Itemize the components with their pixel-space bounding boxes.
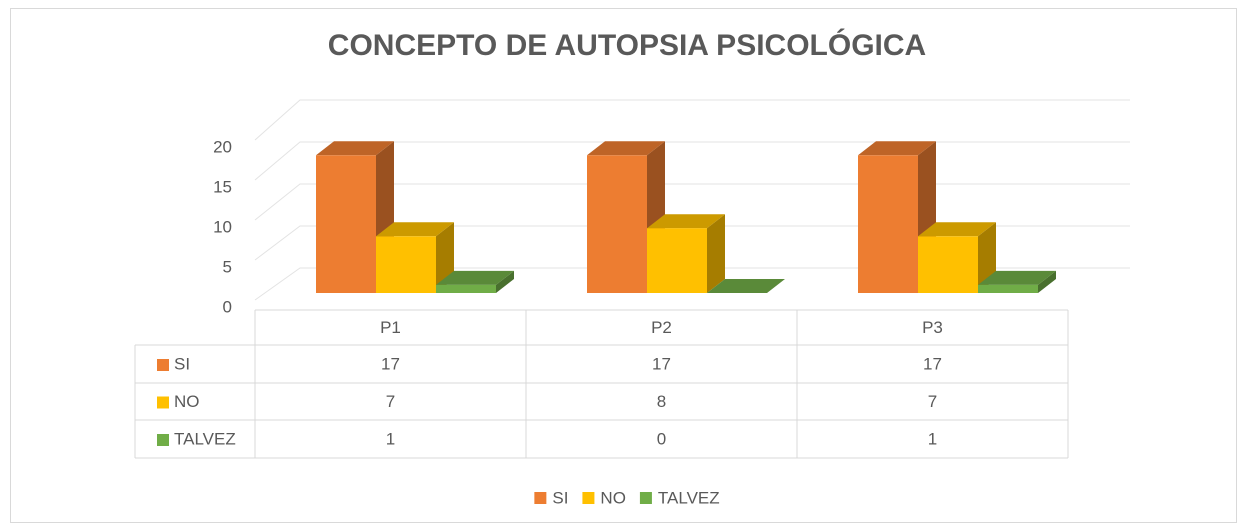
table-series-name: TALVEZ [174, 429, 236, 448]
y-tick-label: 15 [213, 177, 232, 196]
bar [587, 155, 647, 293]
table-value: 1 [928, 429, 937, 448]
bar [918, 236, 978, 293]
x-tick-label: P2 [651, 318, 672, 337]
legend-key [157, 434, 169, 446]
table-value: 0 [657, 429, 666, 448]
bar-top [707, 279, 785, 293]
bar [436, 284, 496, 293]
bar [316, 155, 376, 293]
legend-label: SI [552, 488, 568, 507]
bar-top [918, 222, 996, 237]
table-series-name: NO [174, 392, 200, 411]
legend-key [157, 359, 169, 371]
bar [376, 236, 436, 293]
grid-line [254, 267, 1130, 301]
table-value: 7 [386, 392, 395, 411]
bar-side [496, 270, 514, 293]
table-value: 17 [923, 354, 942, 373]
bar [978, 284, 1038, 293]
bar [647, 228, 707, 293]
table-value: 17 [381, 354, 400, 373]
legend-key [582, 492, 595, 504]
legend-key [157, 396, 169, 409]
bar-top [587, 141, 665, 156]
legend-key [639, 492, 652, 504]
bar-side [707, 214, 725, 293]
grid-line [254, 183, 1130, 221]
bar-side [1038, 270, 1056, 293]
y-tick-label: 0 [223, 297, 232, 316]
legend-label: NO [600, 488, 626, 507]
legend-label: TALVEZ [658, 488, 720, 507]
bar-top [316, 141, 394, 156]
bar-top [647, 214, 725, 229]
bar-top [858, 141, 936, 156]
table-value: 1 [386, 429, 395, 448]
table-value: 7 [928, 392, 937, 411]
y-tick-label: 5 [223, 257, 232, 276]
y-tick-label: 20 [213, 137, 232, 156]
chart-title: CONCEPTO DE AUTOPSIA PSICOLÓGICA [328, 28, 926, 62]
bar [858, 155, 918, 293]
table-value: 17 [652, 354, 671, 373]
y-tick-label: 10 [213, 217, 232, 236]
table-series-name: SI [174, 354, 190, 373]
x-tick-label: P3 [922, 318, 943, 337]
grid-line [254, 99, 1130, 141]
bar-top [376, 222, 454, 237]
grid-line [254, 225, 1130, 261]
table-value: 8 [657, 392, 666, 411]
grid-line [254, 141, 1130, 181]
bar-top [436, 270, 514, 285]
legend-key [534, 492, 547, 504]
bar-top [978, 270, 1056, 285]
x-tick-label: P1 [380, 318, 401, 337]
